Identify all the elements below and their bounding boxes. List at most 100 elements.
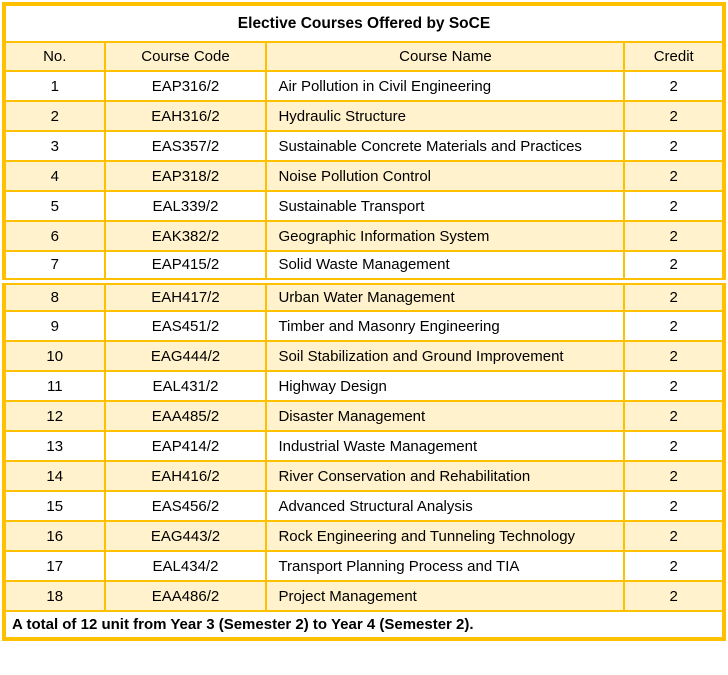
cell-no: 16 bbox=[3, 520, 106, 552]
cell-code: EAP415/2 bbox=[103, 250, 268, 282]
table-row: 2 EAH316/2 Hydraulic Structure 2 bbox=[3, 100, 725, 132]
table-footer-note: A total of 12 unit from Year 3 (Semester… bbox=[3, 610, 725, 640]
table-header-row: No. Course Code Course Name Credit bbox=[3, 41, 725, 72]
cell-credit: 2 bbox=[623, 580, 725, 612]
table-body: 1 EAP316/2 Air Pollution in Civil Engine… bbox=[3, 70, 725, 612]
cell-no: 7 bbox=[3, 250, 106, 282]
cell-name: Advanced Structural Analysis bbox=[265, 490, 626, 522]
cell-no: 1 bbox=[3, 70, 106, 102]
cell-name: Disaster Management bbox=[265, 400, 626, 432]
cell-credit: 2 bbox=[623, 550, 725, 582]
cell-code: EAL339/2 bbox=[103, 190, 268, 222]
cell-code: EAP318/2 bbox=[103, 160, 268, 192]
cell-name: Industrial Waste Management bbox=[265, 430, 626, 462]
cell-name: Highway Design bbox=[265, 370, 626, 402]
table-row: 6 EAK382/2 Geographic Information System… bbox=[3, 220, 725, 252]
cell-credit: 2 bbox=[623, 460, 725, 492]
cell-code: EAG443/2 bbox=[103, 520, 268, 552]
cell-code: EAL431/2 bbox=[103, 370, 268, 402]
cell-no: 15 bbox=[3, 490, 106, 522]
cell-no: 9 bbox=[3, 310, 106, 342]
column-header-credit: Credit bbox=[623, 41, 725, 72]
cell-credit: 2 bbox=[623, 400, 725, 432]
table-title-row: Elective Courses Offered by SoCE bbox=[3, 3, 725, 43]
cell-no: 5 bbox=[3, 190, 106, 222]
cell-name: Sustainable Concrete Materials and Pract… bbox=[265, 130, 626, 162]
cell-name: Hydraulic Structure bbox=[265, 100, 626, 132]
table-row: 13 EAP414/2 Industrial Waste Management … bbox=[3, 430, 725, 462]
cell-credit: 2 bbox=[623, 250, 725, 282]
cell-credit: 2 bbox=[623, 370, 725, 402]
table-row: 15 EAS456/2 Advanced Structural Analysis… bbox=[3, 490, 725, 522]
table-row: 12 EAA485/2 Disaster Management 2 bbox=[3, 400, 725, 432]
column-header-no: No. bbox=[3, 41, 106, 72]
cell-name: Urban Water Management bbox=[265, 277, 626, 312]
table-row: 14 EAH416/2 River Conservation and Rehab… bbox=[3, 460, 725, 492]
cell-code: EAA486/2 bbox=[103, 580, 268, 612]
cell-credit: 2 bbox=[623, 190, 725, 222]
cell-credit: 2 bbox=[623, 340, 725, 372]
cell-credit: 2 bbox=[623, 70, 725, 102]
cell-name: Sustainable Transport bbox=[265, 190, 626, 222]
table-row: 5 EAL339/2 Sustainable Transport 2 bbox=[3, 190, 725, 222]
table-row: 7 EAP415/2 Solid Waste Management 2 bbox=[3, 250, 725, 282]
cell-no: 4 bbox=[3, 160, 106, 192]
cell-code: EAS357/2 bbox=[103, 130, 268, 162]
table-row: 8 EAH417/2 Urban Water Management 2 bbox=[3, 277, 725, 312]
cell-code: EAS456/2 bbox=[103, 490, 268, 522]
table-row: 17 EAL434/2 Transport Planning Process a… bbox=[3, 550, 725, 582]
table-row: 11 EAL431/2 Highway Design 2 bbox=[3, 370, 725, 402]
table-row: 10 EAG444/2 Soil Stabilization and Groun… bbox=[3, 340, 725, 372]
cell-no: 8 bbox=[3, 277, 106, 312]
cell-name: Geographic Information System bbox=[265, 220, 626, 252]
cell-credit: 2 bbox=[623, 430, 725, 462]
column-header-code: Course Code bbox=[103, 41, 268, 72]
cell-credit: 2 bbox=[623, 277, 725, 312]
cell-name: Timber and Masonry Engineering bbox=[265, 310, 626, 342]
column-header-name: Course Name bbox=[265, 41, 626, 72]
table-row: 1 EAP316/2 Air Pollution in Civil Engine… bbox=[3, 70, 725, 102]
table-row: 3 EAS357/2 Sustainable Concrete Material… bbox=[3, 130, 725, 162]
cell-name: Transport Planning Process and TIA bbox=[265, 550, 626, 582]
cell-name: Air Pollution in Civil Engineering bbox=[265, 70, 626, 102]
cell-credit: 2 bbox=[623, 490, 725, 522]
cell-code: EAA485/2 bbox=[103, 400, 268, 432]
cell-no: 12 bbox=[3, 400, 106, 432]
cell-credit: 2 bbox=[623, 520, 725, 552]
cell-no: 10 bbox=[3, 340, 106, 372]
cell-credit: 2 bbox=[623, 130, 725, 162]
table-row: 4 EAP318/2 Noise Pollution Control 2 bbox=[3, 160, 725, 192]
cell-code: EAH316/2 bbox=[103, 100, 268, 132]
table-row: 9 EAS451/2 Timber and Masonry Engineerin… bbox=[3, 310, 725, 342]
cell-credit: 2 bbox=[623, 310, 725, 342]
table-footer-row: A total of 12 unit from Year 3 (Semester… bbox=[3, 610, 725, 640]
cell-code: EAL434/2 bbox=[103, 550, 268, 582]
cell-credit: 2 bbox=[623, 160, 725, 192]
cell-name: River Conservation and Rehabilitation bbox=[265, 460, 626, 492]
cell-code: EAK382/2 bbox=[103, 220, 268, 252]
cell-code: EAG444/2 bbox=[103, 340, 268, 372]
cell-name: Noise Pollution Control bbox=[265, 160, 626, 192]
cell-name: Rock Engineering and Tunneling Technolog… bbox=[265, 520, 626, 552]
cell-no: 13 bbox=[3, 430, 106, 462]
table-title: Elective Courses Offered by SoCE bbox=[3, 3, 725, 43]
cell-no: 18 bbox=[3, 580, 106, 612]
cell-code: EAS451/2 bbox=[103, 310, 268, 342]
cell-name: Soil Stabilization and Ground Improvemen… bbox=[265, 340, 626, 372]
table-row: 18 EAA486/2 Project Management 2 bbox=[3, 580, 725, 612]
elective-courses-table: Elective Courses Offered by SoCE No. Cou… bbox=[2, 2, 726, 641]
cell-code: EAH416/2 bbox=[103, 460, 268, 492]
cell-code: EAP316/2 bbox=[103, 70, 268, 102]
cell-no: 17 bbox=[3, 550, 106, 582]
cell-no: 6 bbox=[3, 220, 106, 252]
cell-no: 11 bbox=[3, 370, 106, 402]
cell-name: Solid Waste Management bbox=[265, 250, 626, 282]
cell-code: EAP414/2 bbox=[103, 430, 268, 462]
cell-code: EAH417/2 bbox=[103, 277, 268, 312]
table-row: 16 EAG443/2 Rock Engineering and Tunneli… bbox=[3, 520, 725, 552]
cell-no: 2 bbox=[3, 100, 106, 132]
cell-name: Project Management bbox=[265, 580, 626, 612]
cell-credit: 2 bbox=[623, 220, 725, 252]
cell-no: 3 bbox=[3, 130, 106, 162]
